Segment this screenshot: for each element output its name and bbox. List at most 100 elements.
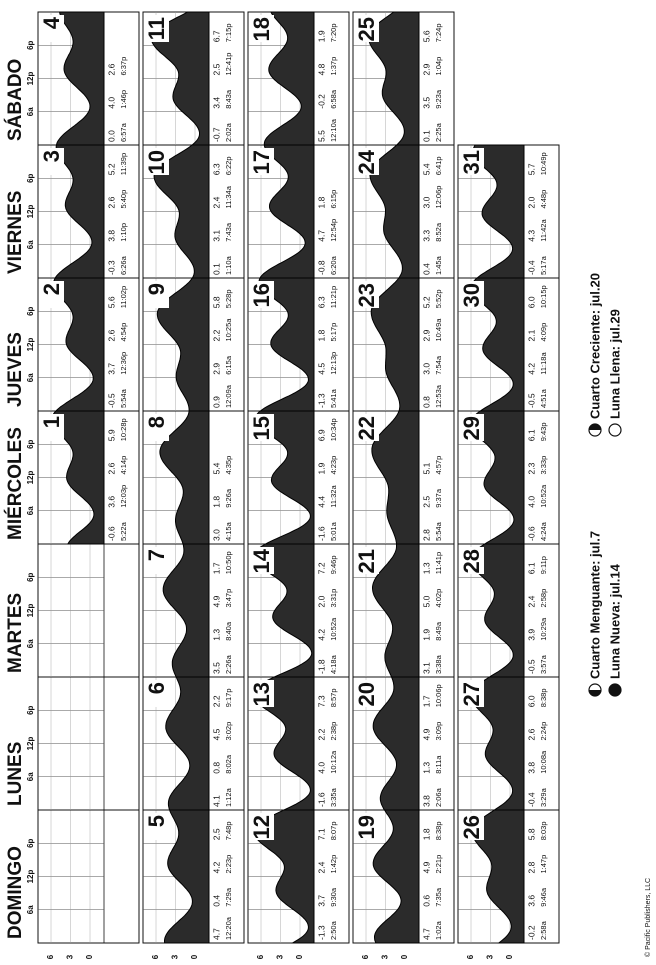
date-bg	[145, 680, 169, 707]
tide-height: 5.0	[421, 595, 431, 607]
tide-height: 4.5	[211, 728, 221, 740]
tide-time: 5:40p	[119, 190, 128, 209]
tide-height: 4.7	[421, 928, 431, 940]
tide-height: -0.6	[106, 526, 116, 541]
tide-height: 0.6	[421, 895, 431, 907]
day-header: MARTES	[5, 593, 26, 673]
axis-label: 6	[361, 954, 370, 959]
tide-height: 2.9	[421, 63, 431, 75]
hour-label: 6p	[26, 40, 35, 49]
tide-time: 6:37p	[119, 57, 128, 76]
tide-time: 4:48p	[539, 190, 548, 209]
date-number: 26	[459, 815, 484, 839]
tide-height: 3.4	[211, 97, 221, 109]
tide-curve	[164, 809, 210, 944]
tide-height: 5.4	[211, 462, 221, 474]
tide-time: 4:02p	[434, 589, 443, 608]
date-bg	[40, 15, 64, 42]
tide-time: 11:02p	[119, 286, 128, 308]
tide-height: 2.5	[421, 496, 431, 508]
axis-label: 6	[466, 954, 475, 959]
copyright: © Pacific Publishers, LLC	[644, 878, 652, 957]
tide-time: 7:20p	[329, 23, 338, 42]
tide-height: 4.0	[106, 97, 116, 109]
tide-time: 5:17p	[329, 323, 338, 342]
legend-item: Luna Llena: jul.29	[607, 309, 622, 437]
tide-time: 12:09a	[224, 384, 233, 408]
tide-time: 5:41a	[329, 388, 338, 408]
tide-time: 1:04p	[434, 57, 443, 76]
tide-time: 11:41p	[434, 552, 443, 574]
tide-time: 3:33p	[539, 456, 548, 475]
tide-height: 4.2	[526, 363, 536, 375]
date-number: 9	[144, 283, 169, 295]
tide-height: 1.8	[316, 329, 326, 341]
axis-label: 3	[66, 954, 75, 959]
hour-label: 12p	[26, 338, 35, 352]
date-bg	[250, 813, 274, 840]
date-number: 29	[459, 416, 484, 440]
tide-height: 1.9	[421, 629, 431, 641]
tide-curve	[263, 11, 315, 146]
tide-time: 4:23p	[329, 456, 338, 475]
tide-time: 3:35a	[329, 787, 338, 807]
hour-label: 6p	[26, 838, 35, 847]
tide-height: 2.9	[211, 363, 221, 375]
tide-time: 3:38a	[434, 654, 443, 674]
hour-label: 6p	[26, 173, 35, 182]
tide-height: 2.4	[526, 595, 536, 607]
date-number: 10	[144, 150, 169, 174]
date-number: 14	[249, 548, 274, 573]
tide-height: 4.2	[316, 629, 326, 641]
tide-curve	[372, 676, 420, 811]
tide-time: 12:54p	[329, 219, 338, 242]
tide-curve	[165, 676, 210, 811]
tide-time: 10:49a	[434, 318, 443, 342]
hour-label: 6a	[26, 506, 35, 515]
date-bg	[355, 414, 379, 441]
tide-height: 5.5	[316, 130, 326, 142]
tide-height: 4.2	[211, 861, 221, 873]
tide-height: 2.4	[316, 861, 326, 873]
tide-time: 7:43a	[224, 222, 233, 242]
date-number: 23	[354, 283, 379, 307]
hour-label: 6p	[26, 705, 35, 714]
legend-label: Luna Nueva: jul.14	[607, 563, 622, 679]
date-bg	[250, 547, 274, 574]
tide-height: 5.8	[526, 828, 536, 840]
tide-time: 2:06a	[434, 787, 443, 807]
day-header: DOMINGO	[5, 846, 26, 939]
tide-curve	[371, 410, 420, 545]
tide-height: 2.2	[211, 329, 221, 341]
legend-item: Cuarto Creciente: jul.20	[587, 273, 602, 437]
tide-height: -1.3	[316, 925, 326, 940]
tide-height: 4.7	[316, 230, 326, 242]
date-bg	[145, 547, 169, 574]
date-bg	[460, 813, 484, 840]
tide-height: 3.8	[106, 230, 116, 242]
legend-label: Cuarto Menguante: jul.7	[587, 531, 602, 679]
tide-time: 6:15a	[224, 355, 233, 375]
tide-time: 5:28p	[224, 289, 233, 308]
date-bg	[460, 414, 484, 441]
tide-height: 7.2	[316, 562, 326, 574]
tide-time: 10:50p	[224, 551, 233, 574]
axis-label: 0	[85, 954, 94, 959]
tide-time: 12:13p	[329, 352, 338, 375]
tide-time: 7:15p	[224, 23, 233, 42]
tide-height: 2.0	[316, 595, 326, 607]
tide-height: 6.1	[526, 429, 536, 441]
tide-height: 3.0	[211, 529, 221, 541]
date-number: 25	[354, 17, 379, 41]
tide-time: 6:20a	[329, 255, 338, 275]
hour-label: 6p	[26, 572, 35, 581]
tide-time: 10:34p	[329, 418, 338, 441]
tide-time: 12:53a	[434, 384, 443, 408]
tide-height: 2.8	[526, 861, 536, 873]
date-bg	[145, 813, 169, 840]
day-header: VIERNES	[5, 191, 26, 274]
tide-time: 9:43p	[539, 422, 548, 441]
